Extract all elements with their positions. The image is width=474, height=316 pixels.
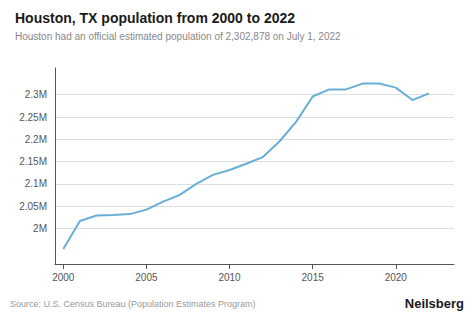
svg-text:2.25M: 2.25M — [19, 112, 47, 123]
svg-text:2020: 2020 — [385, 272, 408, 283]
svg-text:Neilsberg: Neilsberg — [405, 296, 464, 311]
svg-text:Houston, TX population from 20: Houston, TX population from 2000 to 2022 — [15, 10, 295, 26]
svg-text:2000: 2000 — [52, 272, 75, 283]
svg-text:2015: 2015 — [302, 272, 325, 283]
svg-text:2005: 2005 — [135, 272, 158, 283]
svg-text:2.2M: 2.2M — [25, 134, 47, 145]
svg-text:2.1M: 2.1M — [25, 178, 47, 189]
svg-text:2.05M: 2.05M — [19, 201, 47, 212]
svg-text:2.3M: 2.3M — [25, 89, 47, 100]
svg-text:2010: 2010 — [218, 272, 241, 283]
svg-text:Houston had an official estima: Houston had an official estimated popula… — [15, 31, 341, 42]
svg-text:2M: 2M — [33, 223, 47, 234]
svg-text:Source: U.S. Census Bureau (Po: Source: U.S. Census Bureau (Population E… — [10, 299, 256, 309]
svg-text:2.15M: 2.15M — [19, 156, 47, 167]
